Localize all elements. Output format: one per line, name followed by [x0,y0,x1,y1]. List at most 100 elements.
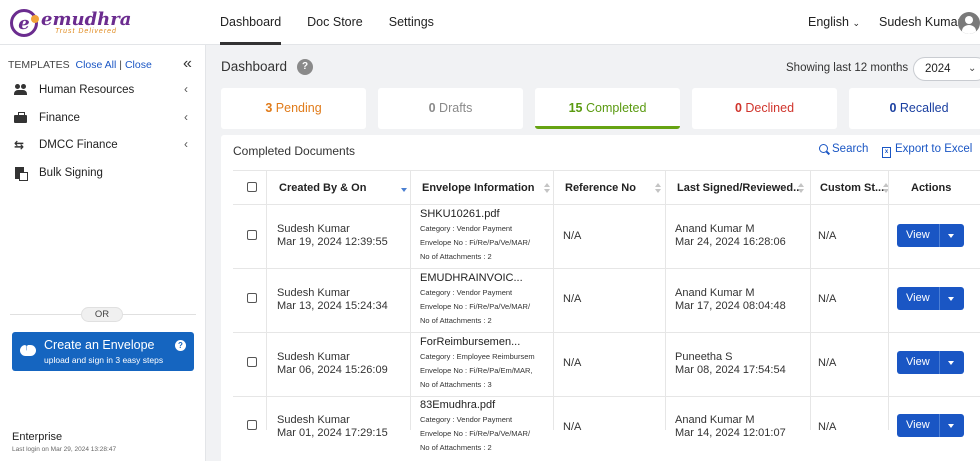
language-label: English [808,15,849,29]
sidebar-item-dmcc-finance[interactable]: ⇆ DMCC Finance ‹ [14,135,194,155]
column-divider [410,170,411,430]
view-button[interactable]: View [897,414,964,437]
chevron-left-icon[interactable]: ‹ [184,82,188,96]
recalled-count: 0 [889,101,897,115]
select-all-checkbox[interactable] [247,182,257,192]
help-icon[interactable]: ? [175,340,186,351]
search-link[interactable]: Search [819,143,868,155]
sidebar-item-label: Finance [39,112,80,124]
user-avatar-icon[interactable] [958,12,980,34]
button-split [939,224,940,247]
sort-icon[interactable] [798,183,804,193]
chevron-down-icon: ⌄ [968,63,977,74]
created-cell: Sudesh Kumar Mar 01, 2024 17:29:15 [277,414,388,440]
column-actions: Actions [911,182,952,194]
sidebar-item-human-resources[interactable]: Human Resources ‹ [14,80,194,100]
export-excel-link[interactable]: x Export to Excel [882,143,972,158]
caret-down-icon[interactable] [948,234,954,238]
tab-drafts[interactable]: 0 Drafts [378,88,523,129]
envelope-file-name[interactable]: EMUDHRAINVOIC... [420,272,523,284]
sort-icon[interactable] [544,183,550,193]
column-reference-no[interactable]: Reference No [565,182,636,194]
pending-label: Pending [275,101,322,115]
envelope-number: Envelope No : Fi/Re/Pa/Ve/MAR/ [420,429,531,438]
chevron-down-icon: ⌄ [852,18,861,28]
column-custom-status[interactable]: Custom St... [820,182,885,194]
export-label: Export to Excel [895,143,973,155]
sidebar-item-label: DMCC Finance [39,139,118,151]
nav-settings[interactable]: Settings [388,15,434,29]
close-link[interactable]: Close [124,59,152,71]
panel-title: Completed Documents [233,144,356,158]
sidebar-item-label: Human Resources [39,84,135,96]
view-button[interactable]: View [897,287,964,310]
row-checkbox[interactable] [247,420,257,430]
sidebar-item-bulk-signing[interactable]: Bulk Signing [14,163,194,183]
year-select[interactable]: 2024 ⌄ [913,57,980,81]
custom-status: N/A [818,230,837,242]
caret-down-icon[interactable] [948,424,954,428]
table-row[interactable]: Sudesh Kumar Mar 06, 2024 15:26:09 ForRe… [233,333,980,397]
column-last-signed[interactable]: Last Signed/Reviewed... [677,182,803,194]
row-checkbox[interactable] [247,293,257,303]
collapse-sidebar-icon[interactable]: « [183,55,192,72]
envelope-category: Category : Vendor Payment [420,288,513,297]
completed-count: 15 [568,101,583,115]
cloud-upload-icon [20,342,36,356]
envelope-number: Envelope No : Fi/Re/Pa/Em/MAR, [420,366,533,375]
view-label: View [906,419,930,431]
envelope-attachments: No of Attachments : 3 [420,380,492,389]
view-button[interactable]: View [897,224,964,247]
envelope-number: Envelope No : Fi/Re/Pa/Ve/MAR/ [420,238,531,247]
create-envelope-title: Create an Envelope [44,338,155,352]
emudhra-logo[interactable]: e emudhra Trust Delivered [10,7,131,39]
chevron-left-icon[interactable]: ‹ [184,110,188,124]
row-checkbox[interactable] [247,357,257,367]
created-by: Sudesh Kumar [277,414,350,426]
close-all-link[interactable]: Close All [75,59,117,71]
table-row[interactable]: Sudesh Kumar Mar 01, 2024 17:29:15 83Emu… [233,397,980,461]
custom-status: N/A [818,421,837,433]
view-button[interactable]: View [897,351,964,374]
sort-desc-icon[interactable] [401,183,407,193]
declined-label: Declined [745,101,795,115]
help-icon[interactable]: ? [297,59,313,75]
view-label: View [906,292,930,304]
envelope-file-name[interactable]: SHKU10261.pdf [420,208,500,220]
sort-icon[interactable] [655,183,661,193]
created-on: Mar 13, 2024 15:24:34 [277,300,388,312]
drafts-label: Drafts [439,101,473,115]
sidebar-item-label: Bulk Signing [39,167,103,179]
tab-completed[interactable]: 15 Completed [535,88,680,129]
column-envelope-info[interactable]: Envelope Information [422,182,535,194]
search-label: Search [832,143,869,155]
nav-doc-store[interactable]: Doc Store [307,15,363,29]
tab-declined[interactable]: 0 Declined [692,88,837,129]
documents-icon [14,167,28,181]
table-row[interactable]: Sudesh Kumar Mar 13, 2024 15:24:34 EMUDH… [233,269,980,333]
last-signed-cell: Anand Kumar M Mar 24, 2024 16:28:06 [675,223,786,249]
column-created-by[interactable]: Created By & On [279,182,367,194]
page-title: Dashboard [221,59,288,74]
excel-icon: x [882,147,891,158]
table-row[interactable]: Sudesh Kumar Mar 19, 2024 12:39:55 SHKU1… [233,205,980,269]
row-checkbox[interactable] [247,230,257,240]
envelope-category: Category : Employee Reimbursem [420,352,535,361]
user-name[interactable]: Sudesh Kumar [879,15,962,29]
tab-pending[interactable]: 3 Pending [221,88,366,129]
language-selector[interactable]: English ⌄ [808,15,860,29]
tab-recalled[interactable]: 0 Recalled [849,88,980,129]
envelope-file-name[interactable]: ForReimbursemen... [420,336,521,348]
created-cell: Sudesh Kumar Mar 06, 2024 15:26:09 [277,351,388,377]
sidebar-item-finance[interactable]: Finance ‹ [14,108,194,128]
top-bar: e emudhra Trust Delivered Dashboard Doc … [0,0,980,45]
caret-down-icon[interactable] [948,361,954,365]
sort-icon[interactable] [883,183,889,193]
create-envelope-button[interactable]: Create an Envelope upload and sign in 3 … [12,332,194,371]
nav-dashboard[interactable]: Dashboard [220,0,282,45]
view-label: View [906,229,930,241]
caret-down-icon[interactable] [948,297,954,301]
recalled-label: Recalled [899,101,949,115]
chevron-left-icon[interactable]: ‹ [184,137,188,151]
envelope-file-name[interactable]: 83Emudhra.pdf [420,399,496,411]
